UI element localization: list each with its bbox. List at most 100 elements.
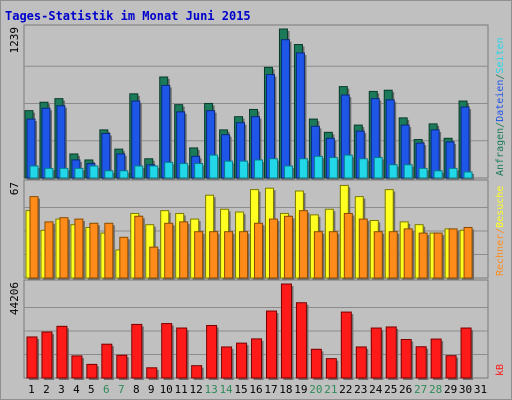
bar-dateien (56, 105, 66, 179)
bar-seiten (343, 154, 353, 179)
legend-entry: Besuche (495, 186, 506, 228)
bar-seiten (44, 167, 54, 179)
bar-kb (370, 327, 382, 379)
bar-seiten (164, 161, 174, 179)
bar-kb (355, 346, 367, 379)
bar-rechner (239, 231, 249, 279)
bar-seiten (283, 165, 293, 179)
x-tick-label: 19 (294, 383, 307, 396)
bar-rechner (209, 231, 219, 279)
bar-rechner (194, 231, 204, 279)
bar-rechner (283, 215, 293, 279)
x-tick-label: 5 (88, 383, 95, 396)
bar-seiten (149, 165, 159, 179)
x-tick-label: 27 (414, 383, 427, 396)
bar-kb (400, 339, 412, 379)
x-tick-label: 2 (43, 383, 50, 396)
panel-kbytes: 44206 kB (8, 279, 506, 380)
x-tick-label: 16 (249, 383, 262, 396)
x-tick-label: 23 (354, 383, 367, 396)
bar-kb (340, 311, 352, 379)
bar-seiten (179, 163, 189, 179)
bar-seiten (298, 158, 308, 179)
legend-entry: kB (495, 364, 506, 376)
panel-visits: 67 Rechner/Besuche (8, 179, 506, 280)
x-axis-labels: 1 2 3 4 5 6 7 8 9 10 11 12 13 14 15 16 17 18 19 20 21 22 23 24 2… (28, 383, 487, 396)
bar-seiten (358, 158, 368, 179)
bar-kb (131, 323, 143, 379)
bar-kb (265, 310, 277, 379)
chart-panels: 1239Anfragen/Dateien/Seiten67Rechner/Bes… (8, 24, 506, 380)
x-tick-label: 1 (28, 383, 35, 396)
x-tick-label: 11 (175, 383, 188, 396)
x-tick-label: 14 (219, 383, 233, 396)
bar-seiten (134, 165, 144, 179)
bar-rechner (373, 231, 383, 279)
bar-kb (221, 346, 233, 379)
bar-kb (310, 348, 322, 379)
bar-seiten (224, 160, 234, 179)
bar-rechner (254, 222, 264, 279)
bar-rechner (433, 232, 443, 279)
x-tick-label: 24 (369, 383, 383, 396)
chart-title: Tages-Statistik im Monat Juni 2015 (5, 9, 251, 23)
bar-seiten (418, 167, 428, 179)
bar-rechner (44, 221, 54, 279)
bar-seiten (104, 170, 114, 179)
x-tick-label: 7 (118, 383, 125, 396)
legend: Anfragen/Dateien/Seiten (495, 37, 506, 176)
bar-rechner (29, 196, 39, 279)
bar-rechner (179, 221, 189, 279)
bar-kb (295, 302, 307, 379)
bar-rechner (149, 246, 159, 279)
bar-seiten (328, 157, 338, 179)
x-tick-label: 8 (133, 383, 140, 396)
bar-kb (236, 342, 248, 379)
bar-kb (445, 355, 457, 379)
y-max-label: 1239 (8, 27, 21, 54)
bar-rechner (59, 217, 69, 279)
bar-seiten (209, 154, 219, 179)
bar-kb (280, 283, 292, 379)
x-tick-label: 31 (474, 383, 487, 396)
x-tick-label: 22 (339, 383, 352, 396)
bar-rechner (224, 231, 234, 279)
bar-kb (56, 325, 68, 379)
bar-rechner (418, 232, 428, 279)
bar-seiten (448, 167, 458, 179)
legend-entry: / (495, 228, 506, 234)
bar-rechner (388, 231, 398, 279)
x-tick-label: 30 (459, 383, 472, 396)
bar-dateien (280, 39, 290, 179)
bar-kb (101, 343, 113, 379)
x-tick-label: 13 (204, 383, 217, 396)
bar-kb (176, 327, 188, 379)
bar-rechner (313, 231, 323, 279)
x-tick-label: 28 (429, 383, 442, 396)
legend-entry: Seiten (495, 37, 506, 73)
x-tick-label: 25 (384, 383, 397, 396)
x-tick-label: 12 (190, 383, 203, 396)
bar-seiten (403, 164, 413, 179)
legend-entry: Anfragen (495, 128, 506, 176)
bar-seiten (433, 170, 443, 179)
x-tick-label: 3 (58, 383, 65, 396)
bar-dateien (41, 107, 51, 179)
x-tick-label: 4 (73, 383, 80, 396)
legend-entry: Dateien (495, 80, 506, 122)
x-tick-label: 15 (234, 383, 247, 396)
bar-seiten (119, 170, 129, 179)
legend-entry: Rechner (495, 234, 506, 276)
x-tick-label: 9 (148, 383, 155, 396)
bar-rechner (164, 222, 174, 279)
x-tick-label: 26 (399, 383, 412, 396)
bar-seiten (254, 159, 264, 179)
legend-entry: / (495, 74, 506, 80)
x-tick-label: 29 (444, 383, 457, 396)
legend-entry: / (495, 122, 506, 128)
bar-seiten (313, 155, 323, 179)
bar-rechner (448, 228, 458, 279)
